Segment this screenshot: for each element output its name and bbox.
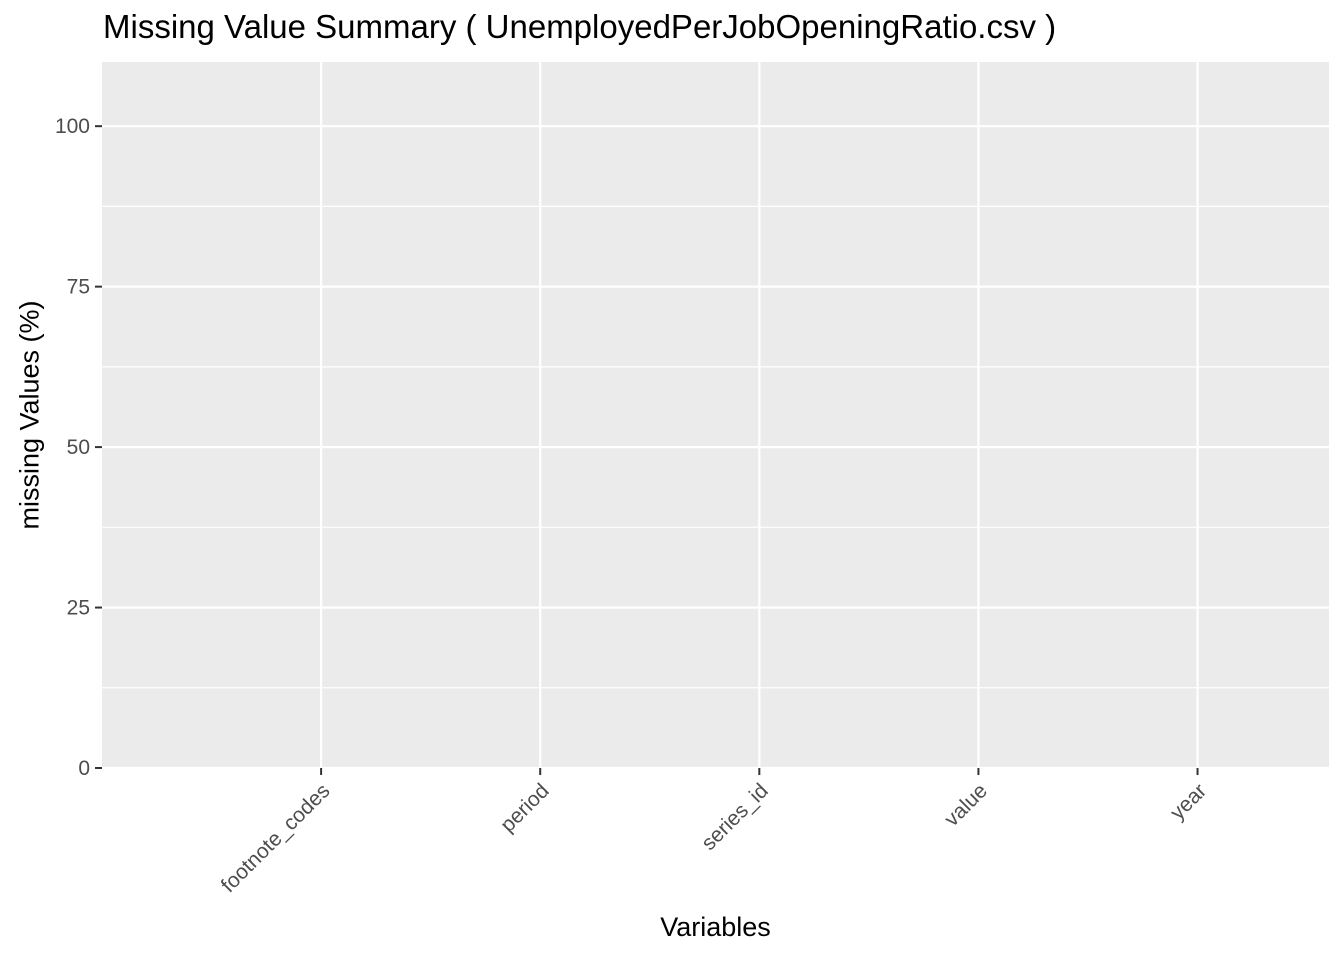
x-axis-label: Variables: [660, 912, 771, 942]
y-tick-label: 75: [67, 276, 90, 299]
panel-background: [102, 62, 1329, 768]
x-tick-label-footnote-codes: footnote_codes: [217, 779, 335, 897]
x-tick-label-year: year: [1166, 779, 1211, 824]
x-tick-label-series-id: series_id: [697, 779, 773, 855]
x-tick-label-value: value: [940, 779, 992, 831]
chart-title: Missing Value Summary ( UnemployedPerJob…: [103, 8, 1057, 45]
y-tick-label: 0: [78, 757, 90, 780]
y-tick-label: 25: [67, 597, 90, 620]
x-tick-label-period: period: [496, 779, 554, 837]
y-tick-label: 50: [67, 436, 90, 459]
y-tick-label: 100: [55, 115, 90, 138]
